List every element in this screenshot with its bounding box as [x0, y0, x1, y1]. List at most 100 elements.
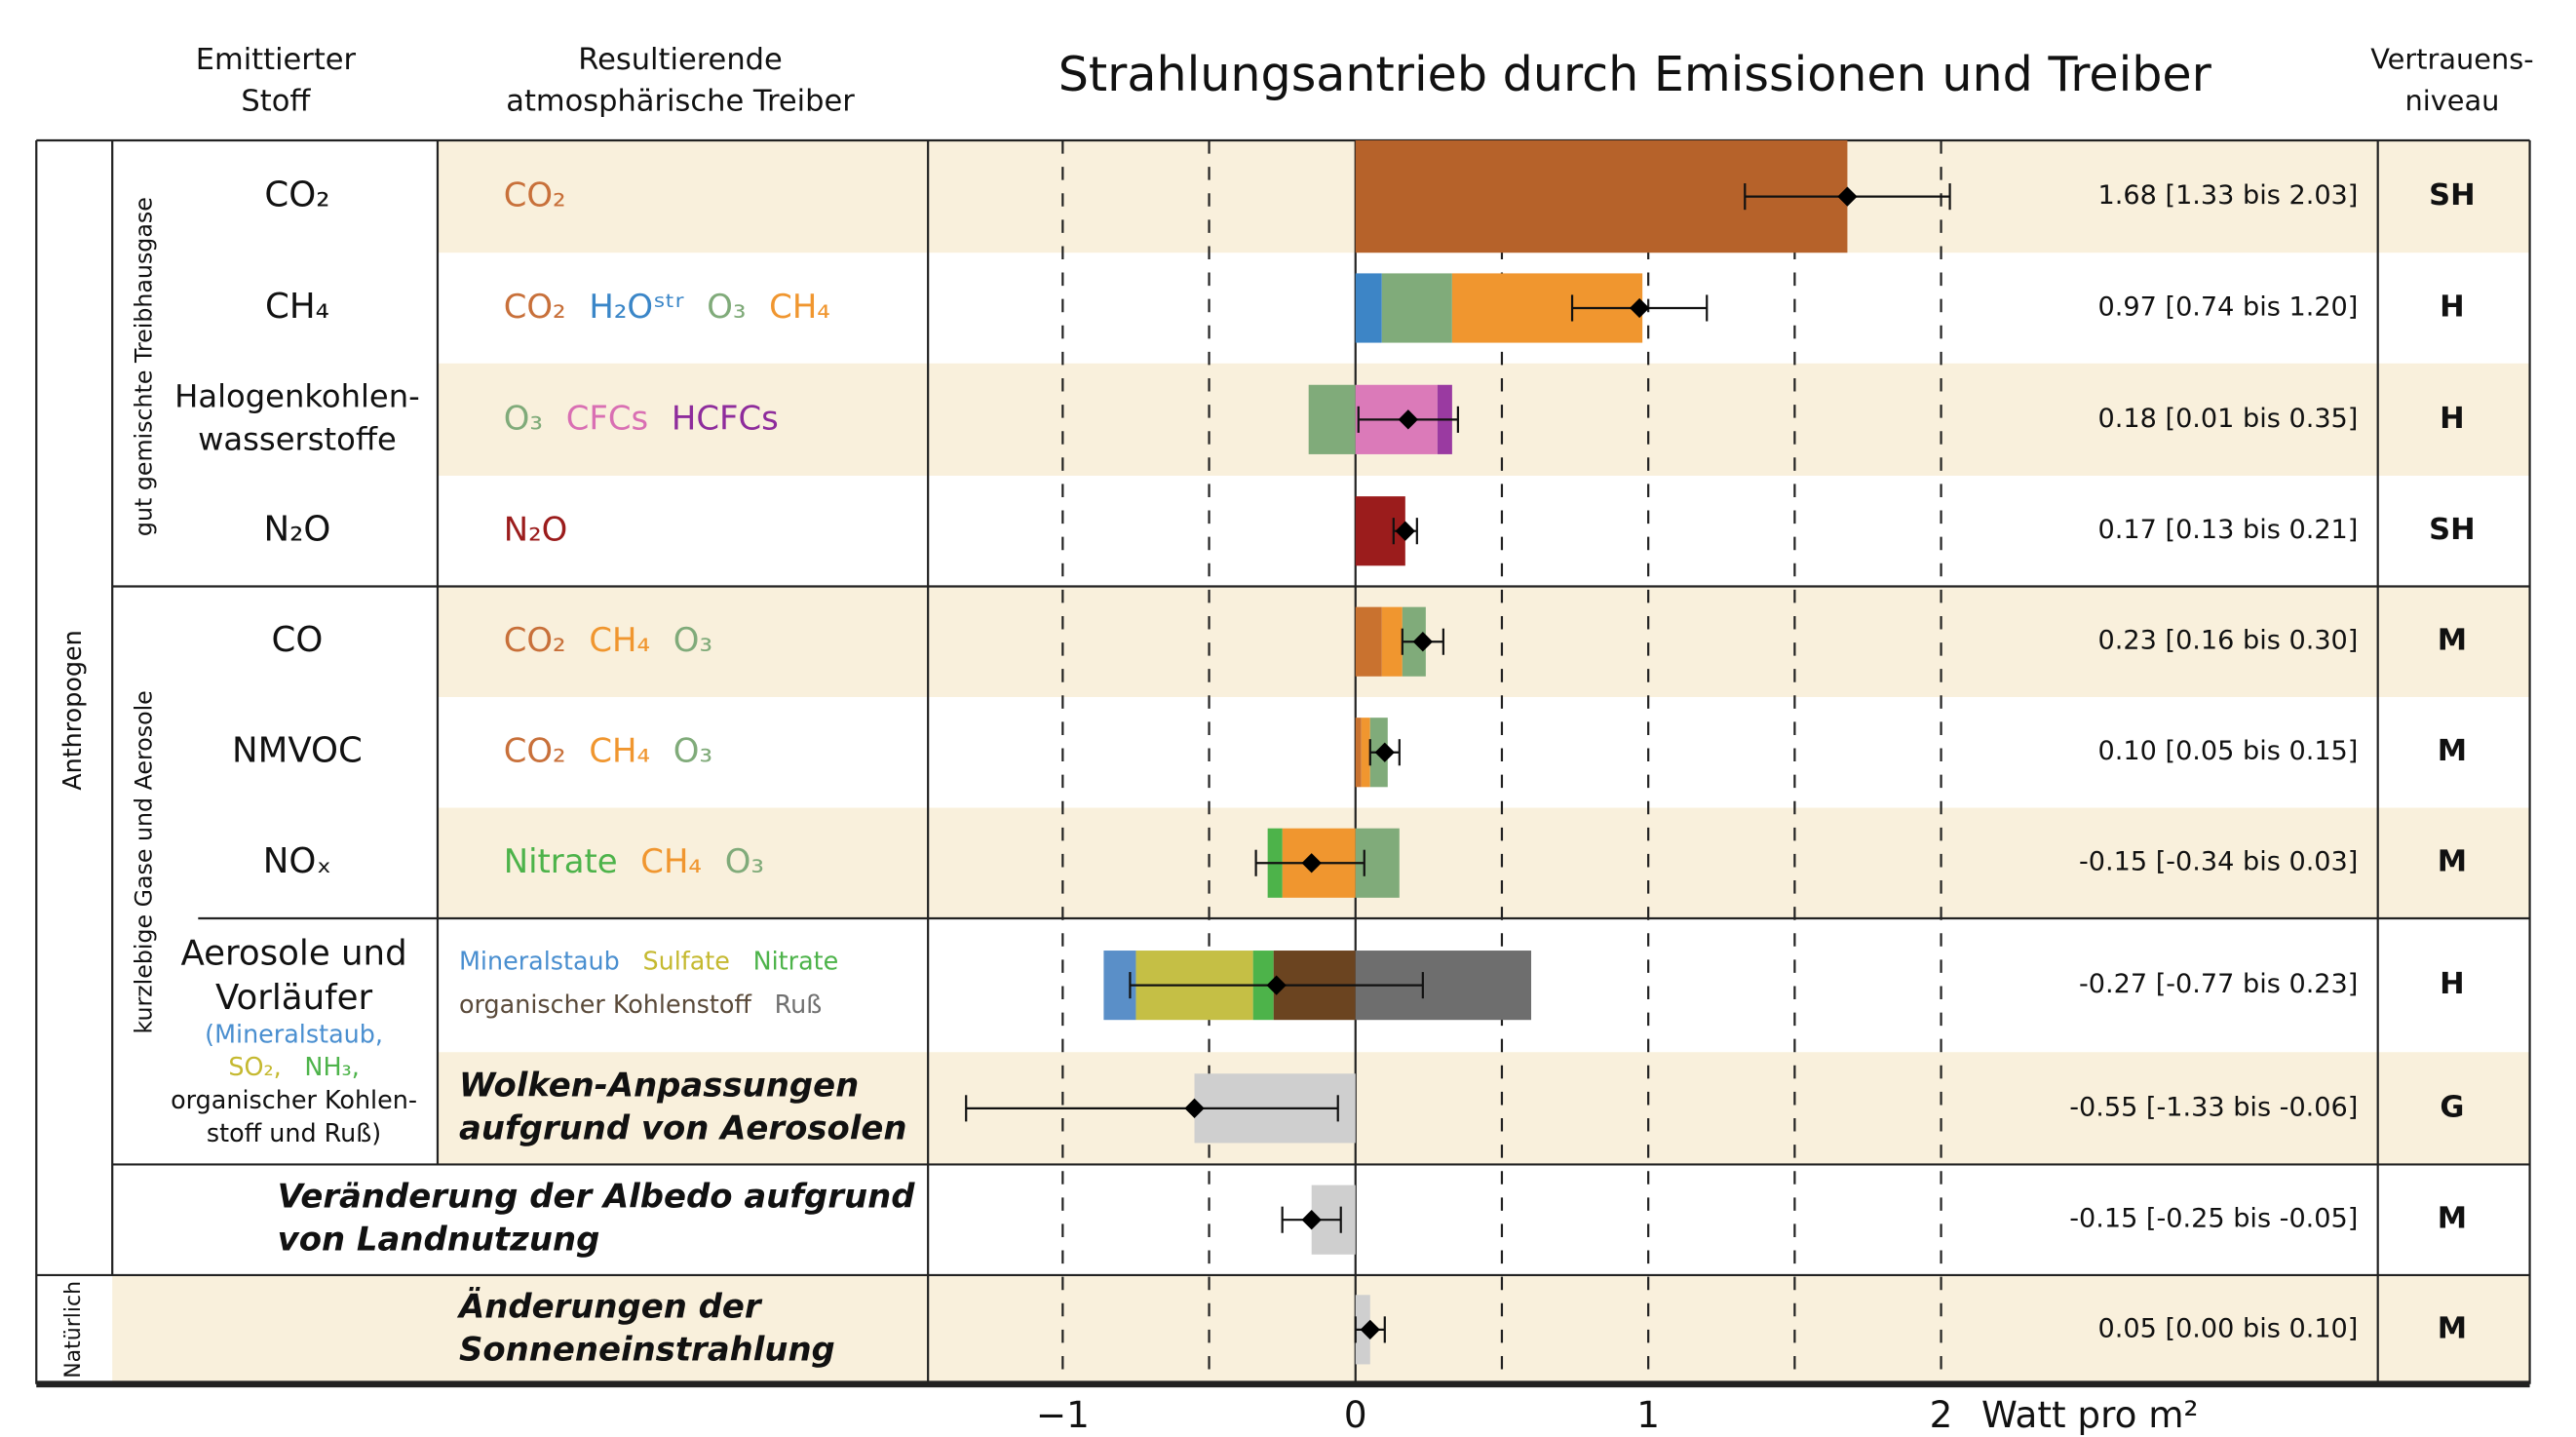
driver-description: Wolken-Anpassungen: [459, 1066, 859, 1104]
text-part: CFCs: [566, 399, 648, 437]
emitted-substance: wasserstoffe: [198, 420, 397, 457]
best-estimate: [1301, 853, 1322, 874]
text-part: O₃: [504, 399, 543, 437]
value-label: 1.68 [1.33 bis 2.03]: [2098, 180, 2359, 211]
emitted-substance: Vorläufer: [215, 978, 373, 1018]
group-label: gut gemischte Treibhausgase: [131, 197, 158, 536]
value-label: 0.97 [0.74 bis 1.20]: [2098, 291, 2359, 322]
text-part: (Mineralstaub,: [205, 1019, 383, 1048]
chart-title: Strahlungsantrieb durch Emissionen und T…: [1058, 46, 2212, 102]
emitted-substance: CO₂: [264, 175, 329, 215]
driver-description: aufgrund von Aerosolen: [459, 1108, 907, 1146]
confidence-level: H: [2440, 402, 2465, 436]
text-line: CO₂ CH₄ O₃: [504, 731, 712, 769]
value-label: -0.15 [-0.25 bis -0.05]: [2069, 1204, 2358, 1234]
text-line: O₃ CFCs HCFCs: [504, 399, 779, 437]
text-line: SO₂, NH₃,: [228, 1052, 359, 1081]
text-part: CH₄: [589, 621, 650, 659]
value-label: -0.27 [-0.77 bis 0.23]: [2079, 969, 2358, 999]
confidence-level: M: [2438, 624, 2467, 658]
text-part: O₃: [707, 287, 746, 325]
column-header: Stoff: [241, 85, 311, 119]
text-part: CO₂: [504, 621, 566, 659]
text-part: SO₂,: [228, 1052, 281, 1081]
confidence-level: G: [2440, 1090, 2464, 1124]
text-line: CO₂ CH₄ O₃: [504, 621, 712, 659]
text-line: organischer Kohlenstoff Ruß: [459, 990, 822, 1019]
x-tick-label: 2: [1930, 1393, 1953, 1436]
emitted-substance: NOₓ: [263, 841, 331, 881]
driver-description: Änderungen der: [456, 1286, 763, 1325]
emitted-substance: Halogenkohlen-: [174, 377, 420, 414]
x-tick-label: 0: [1344, 1393, 1367, 1436]
bar-segment: [1308, 384, 1356, 454]
driver-description: Veränderung der Albedo aufgrund: [278, 1178, 916, 1216]
column-header: Vertrauens-: [2370, 43, 2533, 76]
row-background: [437, 807, 2530, 919]
text-line: Mineralstaub Sulfate Nitrate: [459, 947, 838, 976]
confidence-level: SH: [2429, 178, 2475, 213]
value-label: 0.10 [0.05 bis 0.15]: [2098, 736, 2359, 766]
group-label: kurzlebige Gase und Aerosole: [131, 690, 158, 1033]
best-estimate: [1412, 632, 1434, 652]
x-axis-label: Watt pro m²: [1981, 1393, 2198, 1436]
group-label: Anthropogen: [58, 630, 87, 791]
text-part: CH₄: [589, 731, 650, 769]
emitted-substance: NMVOC: [232, 731, 363, 771]
text-part: CO₂: [504, 175, 566, 214]
column-header: Resultierende: [578, 43, 782, 77]
confidence-level: M: [2438, 1311, 2467, 1345]
best-estimate: [1374, 742, 1395, 762]
text-line: Nitrate CH₄ O₃: [504, 842, 764, 880]
emitted-substance: CH₄: [265, 287, 329, 327]
confidence-level: M: [2438, 734, 2467, 768]
value-label: -0.15 [-0.34 bis 0.03]: [2079, 847, 2358, 877]
confidence-level: H: [2440, 290, 2465, 324]
column-header: atmosphärische Treiber: [506, 85, 855, 119]
value-label: -0.55 [-1.33 bis -0.06]: [2069, 1092, 2358, 1122]
row-background: [437, 1052, 2530, 1165]
bar-segment: [1381, 606, 1403, 677]
text-part: Nitrate: [504, 842, 618, 880]
driver-description: von Landnutzung: [278, 1221, 600, 1259]
bar-segment: [1381, 273, 1452, 343]
text-part: CH₄: [640, 842, 702, 880]
text-part: N₂O: [504, 510, 568, 548]
column-header: Emittierter: [196, 43, 357, 77]
text-part: O₃: [673, 731, 712, 769]
text-line: CO₂ H₂Oˢᵗʳ O₃ CH₄: [504, 287, 830, 325]
value-label: 0.23 [0.16 bis 0.30]: [2098, 626, 2359, 656]
text-part: H₂Oˢᵗʳ: [589, 287, 683, 325]
row-background: [112, 1274, 2530, 1384]
text-line: CO₂: [504, 175, 566, 214]
text-part: organischer Kohlenstoff: [459, 990, 751, 1019]
best-estimate: [1398, 409, 1418, 430]
text-part: Mineralstaub: [459, 947, 620, 976]
emitted-substance: stoff und Ruß): [207, 1118, 381, 1147]
group-label: Natürlich: [61, 1281, 86, 1379]
value-label: 0.18 [0.01 bis 0.35]: [2098, 404, 2359, 434]
x-tick-label: 1: [1636, 1393, 1660, 1436]
text-part: O₃: [673, 621, 712, 659]
text-part: CH₄: [769, 287, 830, 325]
emitted-substance: Aerosole und: [180, 933, 406, 973]
text-part: CO₂: [504, 287, 566, 325]
text-part: CO₂: [504, 731, 566, 769]
row-background: [437, 363, 2530, 476]
bar-segment: [1355, 606, 1382, 677]
best-estimate: [1301, 1210, 1322, 1230]
emitted-substance: CO: [272, 620, 324, 660]
text-part: HCFCs: [672, 399, 779, 437]
text-line: (Mineralstaub,: [205, 1019, 383, 1048]
value-label: 0.05 [0.00 bis 0.10]: [2098, 1313, 2359, 1343]
best-estimate: [1360, 1319, 1380, 1340]
bar-segment: [1361, 718, 1370, 788]
bar-segment: [1355, 718, 1362, 788]
bar-segment: [1355, 273, 1382, 343]
confidence-level: M: [2438, 845, 2467, 879]
text-part: Nitrate: [753, 947, 839, 976]
text-line: N₂O: [504, 510, 568, 548]
